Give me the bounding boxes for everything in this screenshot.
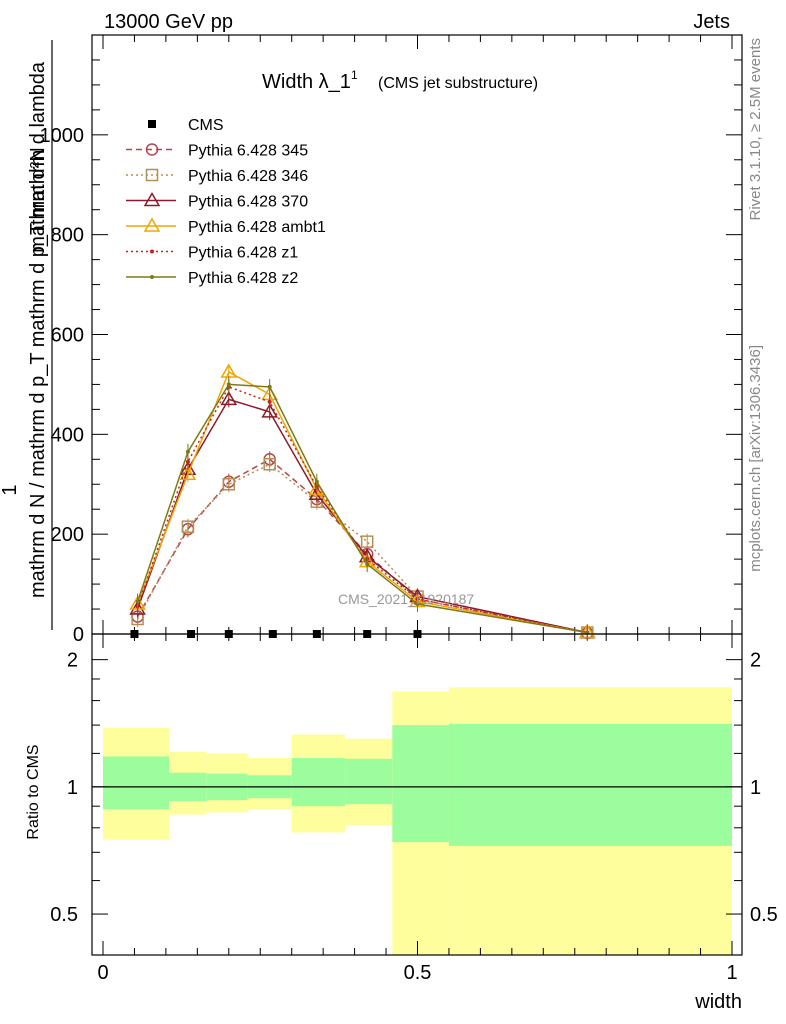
mcplots-label: mcplots.cern.ch [arXiv:1306.3436] (747, 345, 764, 572)
series-1 (131, 451, 594, 642)
main-ytick-label: 800 (51, 225, 84, 247)
series-point (261, 403, 278, 418)
legend-marker-2 (145, 168, 159, 182)
series-line-5 (136, 385, 588, 634)
ratio-ytick-label-left: 0.5 (50, 904, 78, 926)
series-line-6 (136, 383, 588, 634)
ratio-ytick-label-left: 2 (67, 650, 78, 672)
category-label: Jets (693, 11, 730, 33)
y-axis-label-main: 1 mathrm d²N mathrm d N / mathrm d p_T m… (0, 40, 53, 630)
ratio-ytick-label-right: 2 (750, 650, 761, 672)
ratio-plot: 0.5 0.5 1 1 2 2 0 0.5 1 (50, 633, 778, 984)
watermark: CMS_2021_I1920187 (338, 591, 474, 607)
chart-title-sup: 1 (351, 68, 358, 82)
ratio-ylabel: Ratio to CMS (25, 744, 42, 839)
ratio-ytick-label-left: 1 (67, 777, 78, 799)
series-point (222, 478, 236, 491)
ratio-inner-band-6 (392, 725, 449, 843)
main-ytick-label: 400 (51, 424, 84, 446)
series-point (365, 562, 370, 567)
y-label-numerator-sub: 1 (0, 484, 21, 495)
legend-label-5: Pythia 6.428 z1 (188, 245, 298, 262)
series-point (135, 599, 140, 604)
legend-label-1: Pythia 6.428 345 (188, 143, 308, 160)
ratio-ytick-label-right: 1 (750, 777, 761, 799)
legend-label-4: Pythia 6.428 ambt1 (188, 219, 326, 236)
ratio-xtick-label: 0.5 (404, 962, 432, 984)
ratio-inner-band-5 (345, 758, 393, 805)
legend-marker-6 (150, 275, 154, 279)
ratio-inner-band-7 (448, 723, 732, 846)
legend-label-0: CMS (188, 117, 224, 134)
ratio-xtick-label: 0 (97, 962, 108, 984)
main-ytick-label: 0 (73, 624, 84, 646)
legend-label-3: Pythia 6.428 370 (188, 194, 308, 211)
main-ytick-label: 1000 (40, 125, 85, 147)
y-label-denominator: mathrm d N / mathrm d p_T mathrm d p_T m… (27, 61, 49, 598)
ratio-xtick-label: 1 (726, 962, 737, 984)
series-point (267, 399, 272, 404)
main-ytick-label: 600 (51, 325, 84, 347)
series-point (267, 384, 272, 389)
series-point (185, 449, 190, 454)
y-label-numerator: mathrm d²N (27, 147, 49, 253)
series-point (185, 459, 190, 464)
chart-title: Width λ_11 (262, 68, 358, 93)
rivet-label: Rivet 3.1.10, ≥ 2.5M events (747, 38, 764, 221)
legend-marker-4 (143, 217, 161, 232)
legend: CMS Pythia 6.428 345 Pythia 6.428 346 Pythi… (126, 117, 326, 287)
series-line-2 (136, 463, 588, 634)
chart-subtitle: (CMS jet substructure) (378, 75, 538, 92)
series-point (181, 520, 195, 533)
main-ytick-label: 200 (51, 524, 84, 546)
series-point (220, 390, 238, 406)
legend-label-2: Pythia 6.428 346 (188, 168, 308, 185)
legend-marker-0 (148, 120, 156, 128)
x-axis-label: width (694, 991, 742, 1013)
ratio-inner-band-4 (291, 758, 346, 807)
legend-marker-5 (150, 249, 154, 254)
legend-marker-3 (143, 192, 161, 207)
main-plot: 0 200 400 600 800 1000 (40, 34, 743, 646)
series-2 (131, 456, 594, 641)
ratio-bands (103, 687, 732, 955)
energy-label: 13000 GeV pp (104, 11, 233, 33)
legend-marker-1 (145, 143, 159, 156)
ratio-ytick-label-right: 0.5 (750, 904, 778, 926)
series-point (360, 535, 374, 548)
legend-label-6: Pythia 6.428 z2 (188, 270, 298, 287)
series-line-4 (136, 370, 588, 634)
series-6 (135, 376, 590, 641)
ratio-inner-band-0 (103, 756, 170, 810)
series-point (314, 479, 319, 484)
series-point (226, 382, 231, 387)
series-point (263, 458, 276, 471)
series-point (415, 602, 420, 607)
chart-title-main: Width λ_1 (262, 71, 351, 93)
